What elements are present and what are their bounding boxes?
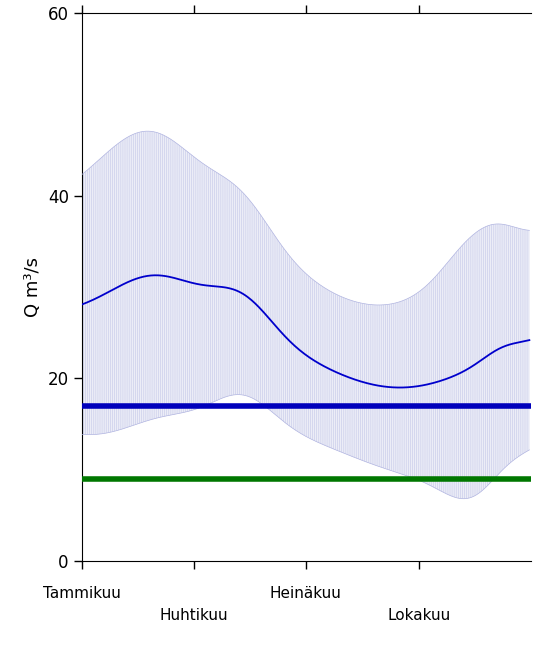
Text: Huhtikuu: Huhtikuu [160,608,228,623]
Text: Tammikuu: Tammikuu [43,586,121,601]
Text: Lokakuu: Lokakuu [387,608,450,623]
Text: Heinäkuu: Heinäkuu [270,586,342,601]
Y-axis label: Q m³/s: Q m³/s [24,257,42,317]
